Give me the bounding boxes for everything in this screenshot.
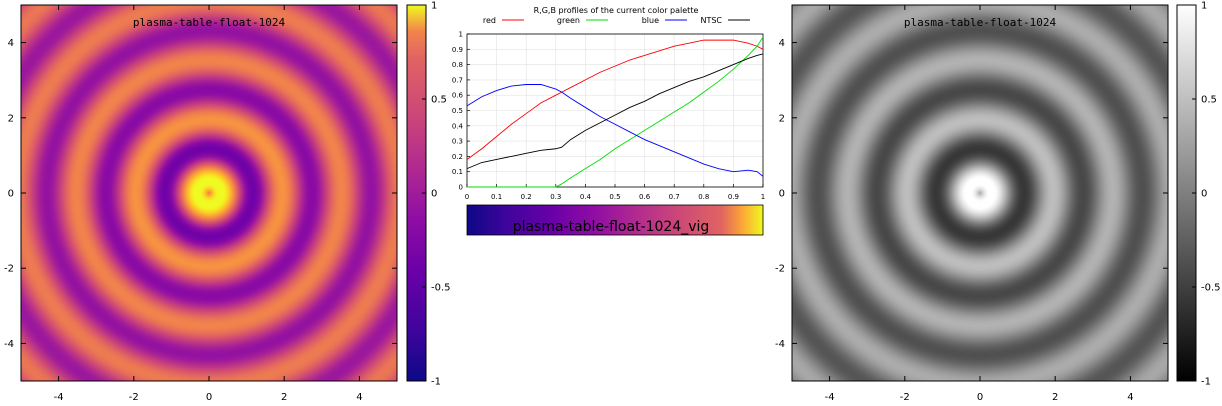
profile-line-green xyxy=(467,36,764,188)
left-ytick-label: 4 xyxy=(8,38,14,49)
profile-line-red xyxy=(466,39,764,160)
profile-xtick-label: 0.7 xyxy=(669,193,680,201)
left-y-axis-ticks: -4 -2 0 2 4 xyxy=(4,38,397,350)
palette-strip xyxy=(466,204,764,236)
profile-x-axis-ticks: 0 0.1 0.2 0.3 0.4 0.5 0.6 0.7 0.8 0.9 1 xyxy=(465,184,765,201)
profile-line-ntsc xyxy=(466,53,764,170)
right-cbtick-label: -0.5 xyxy=(1201,283,1221,294)
left-cbtick-label: -1 xyxy=(431,377,441,388)
right-y-axis-ticks: -4 -2 0 2 4 xyxy=(775,38,1168,350)
profile-legend: red green blue NTSC xyxy=(483,16,750,25)
profile-y-axis-ticks: 0 0.1 0.2 0.3 0.4 0.5 0.6 0.7 0.8 0.9 1 xyxy=(452,31,470,192)
left-ytick-label: 2 xyxy=(8,113,14,124)
left-cbtick-label: -0.5 xyxy=(431,283,451,294)
profile-ytick-label: 0.2 xyxy=(452,153,463,161)
left-colorbar-ticks: -1 -0.5 0 0.5 1 xyxy=(422,1,451,388)
profile-xtick-label: 0.5 xyxy=(609,193,620,201)
profile-xtick-label: 1 xyxy=(761,193,765,201)
right-xtick-label: -2 xyxy=(900,392,910,403)
left-xtick-label: -2 xyxy=(129,392,139,403)
left-xtick-label: 0 xyxy=(206,392,212,403)
legend-label-green: green xyxy=(557,16,580,25)
left-ytick-label: -2 xyxy=(4,264,14,275)
left-xtick-label: -4 xyxy=(54,392,64,403)
legend-label-red: red xyxy=(483,16,496,25)
left-heatmap-image xyxy=(21,5,397,381)
profile-ytick-label: 0.4 xyxy=(452,122,464,130)
right-xtick-label: 2 xyxy=(1052,392,1058,403)
palette-strip-label: plasma-table-float-1024_vig xyxy=(513,219,710,235)
profile-xtick-label: 0.2 xyxy=(521,193,532,201)
profile-xtick-label: 0.9 xyxy=(728,193,739,201)
right-x-axis-ticks: -4 -2 0 2 4 xyxy=(825,5,1134,403)
profile-xtick-label: 0.8 xyxy=(698,193,709,201)
profile-series-lines xyxy=(466,36,764,188)
profile-ytick-label: 1 xyxy=(459,31,463,39)
profile-xtick-label: 0.1 xyxy=(491,193,502,201)
right-heatmap-image xyxy=(792,5,1168,381)
profile-ytick-label: 0.3 xyxy=(452,138,463,146)
left-ytick-label: 0 xyxy=(8,189,14,200)
profile-line-blue xyxy=(466,84,764,177)
legend-label-blue: blue xyxy=(642,16,659,25)
profile-ytick-label: 0.9 xyxy=(452,46,463,54)
profile-ytick-label: 0.6 xyxy=(452,92,464,100)
profile-xtick-label: 0.4 xyxy=(580,193,592,201)
left-cbtick-label: 0.5 xyxy=(431,95,447,106)
profile-title: R,G,B profiles of the current color pale… xyxy=(534,6,699,15)
profile-ytick-label: 0.8 xyxy=(452,61,463,69)
profile-ytick-label: 0.7 xyxy=(452,76,463,84)
rgb-profile-panel: R,G,B profiles of the current color pale… xyxy=(452,6,765,236)
right-heatmap-panel: plasma-table-float-1024 -4 -2 0 2 4 -4-2024 … xyxy=(775,1,1221,404)
profile-xtick-label: 0.6 xyxy=(639,193,651,201)
right-cbtick-label: 1 xyxy=(1201,1,1207,12)
left-x-axis-ticks: -4 -2 0 2 4 xyxy=(54,5,363,403)
right-cbtick-label: 0 xyxy=(1201,189,1207,200)
left-cbtick-label: 1 xyxy=(431,1,437,12)
profile-xtick-label: 0.3 xyxy=(550,193,561,201)
right-xtick-label: -4 xyxy=(825,392,835,403)
right-ytick-label: -4 xyxy=(775,339,785,350)
right-plot-title: plasma-table-float-1024 xyxy=(904,16,1057,29)
left-xtick-label: 4 xyxy=(356,392,362,403)
right-xtick-label: 0 xyxy=(977,392,983,403)
left-xtick-label: 2 xyxy=(281,392,287,403)
profile-ytick-label: 0.1 xyxy=(452,168,463,176)
profile-grid xyxy=(466,33,764,188)
profile-ytick-label: 0.5 xyxy=(452,107,463,115)
right-colorbar-ticks: -1 -0.5 0 0.5 1 xyxy=(1192,1,1221,388)
right-ytick-label: 0 xyxy=(779,189,785,200)
left-plot-title: plasma-table-float-1024 xyxy=(133,16,286,29)
profile-xtick-label: 0 xyxy=(465,193,469,201)
right-ytick-label: 2 xyxy=(779,113,785,124)
right-ytick-label: 4 xyxy=(779,38,785,49)
right-ytick-label: -2 xyxy=(775,264,785,275)
left-heatmap-panel: plasma-table-float-1024 -4 -2 0 2 4 -4-2024 … xyxy=(4,1,451,404)
right-xtick-label: 4 xyxy=(1127,392,1133,403)
right-cbtick-label: -1 xyxy=(1201,377,1211,388)
left-ytick-label: -4 xyxy=(4,339,14,350)
left-cbtick-label: 0 xyxy=(431,189,437,200)
profile-ytick-label: 0 xyxy=(459,184,463,192)
legend-label-ntsc: NTSC xyxy=(700,16,722,25)
right-cbtick-label: 0.5 xyxy=(1201,95,1217,106)
